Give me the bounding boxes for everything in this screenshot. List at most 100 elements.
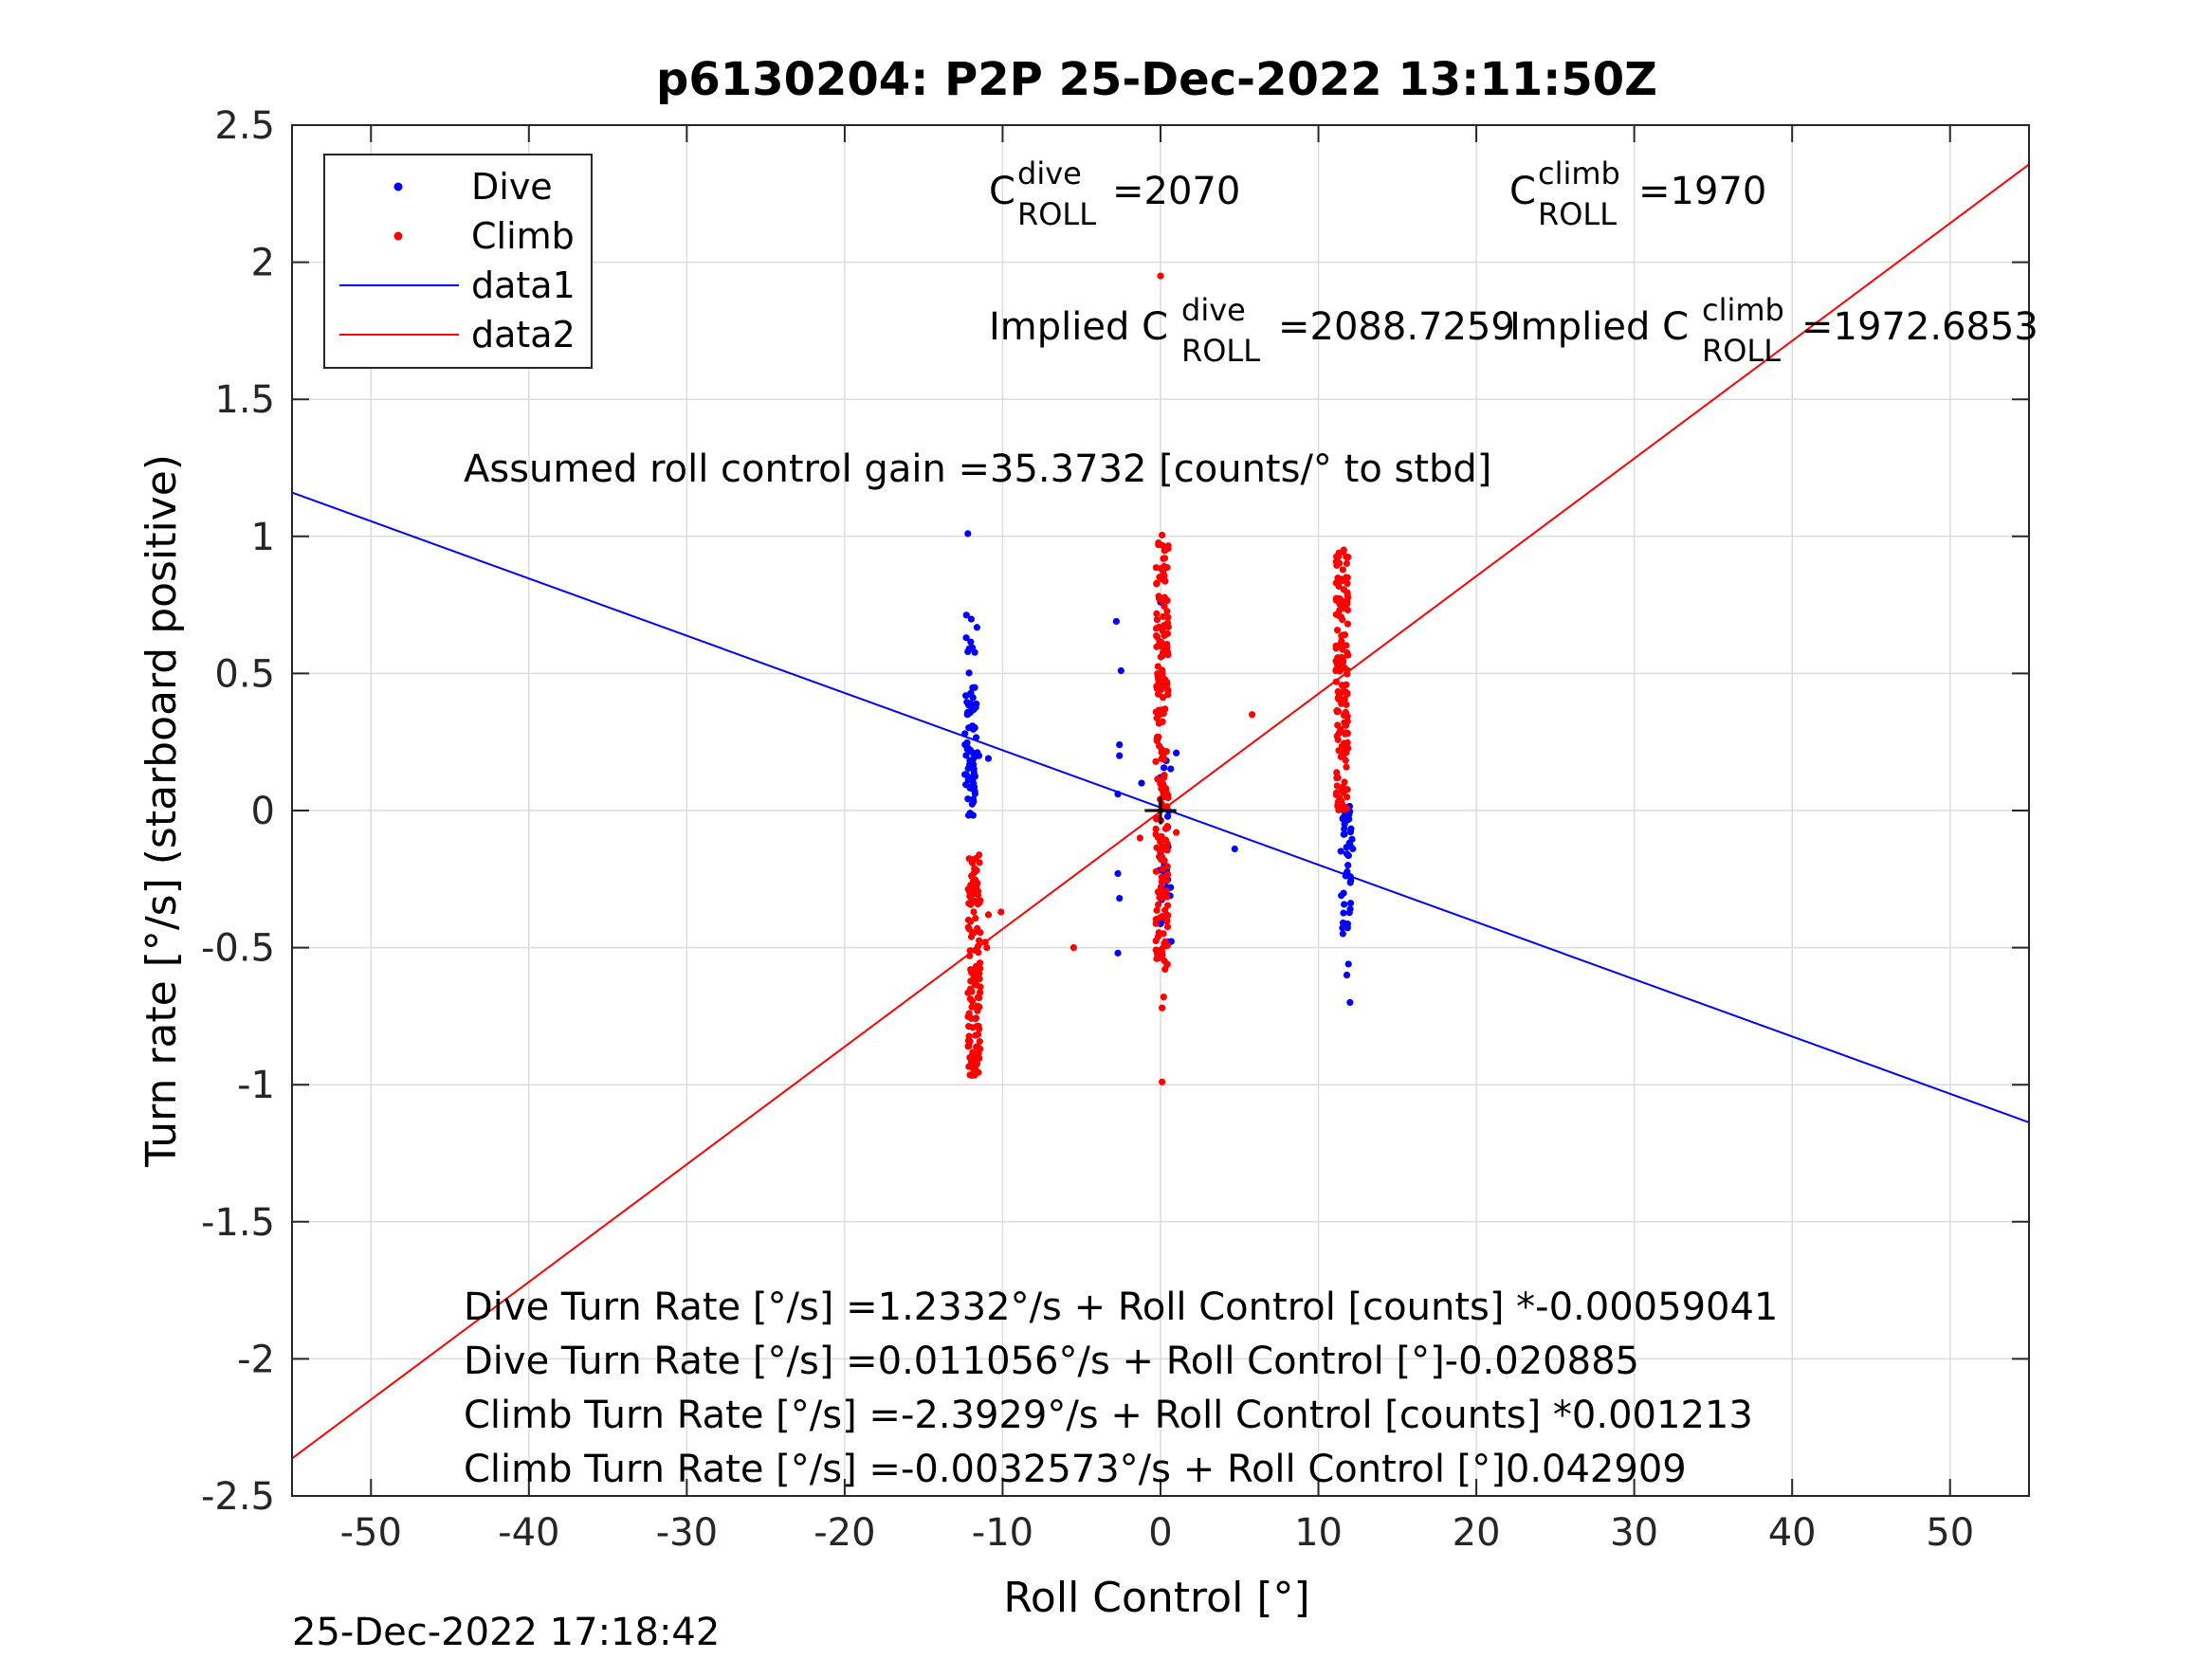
- climb-point: [1153, 714, 1161, 722]
- climb-point: [1155, 708, 1162, 716]
- climb-point: [1159, 1078, 1166, 1085]
- climb-point: [1159, 531, 1166, 539]
- dive-point: [1116, 752, 1124, 759]
- climb-point: [1163, 608, 1171, 615]
- equation-climb-counts: Climb Turn Rate [°/s] =-2.3929°/s + Roll…: [464, 1394, 1753, 1437]
- timestamp: 25-Dec-2022 17:18:42: [292, 1611, 720, 1654]
- climb-point: [1338, 682, 1346, 689]
- legend-marker-climb: [393, 231, 403, 241]
- climb-point: [1158, 745, 1165, 753]
- dive-point: [968, 644, 977, 651]
- climb-point: [1159, 952, 1166, 959]
- climb-point: [966, 947, 974, 955]
- y-tick-label: 1.5: [214, 378, 275, 422]
- climb-point: [1159, 865, 1166, 872]
- dive-point: [1339, 930, 1346, 938]
- climb-point: [1163, 922, 1172, 931]
- climb-point: [976, 989, 984, 996]
- climb-point: [972, 963, 979, 971]
- climb-point: [1164, 613, 1172, 621]
- legend-items: Dive Climb data1 data2: [339, 166, 576, 356]
- climb-point: [1163, 596, 1171, 605]
- dive-point: [1173, 749, 1180, 757]
- dive-point: [1161, 764, 1168, 772]
- climb-point: [1153, 643, 1161, 650]
- c-climb-sup: climb: [1538, 155, 1620, 191]
- equation-dive-counts: Dive Turn Rate [°/s] =1.2332°/s + Roll C…: [464, 1285, 1778, 1329]
- climb-point: [967, 933, 976, 940]
- climb-point: [1153, 615, 1161, 624]
- dive-point: [1343, 971, 1351, 979]
- dive-point: [1345, 839, 1353, 847]
- dive-point: [1344, 867, 1351, 876]
- climb-point: [1160, 994, 1167, 1001]
- y-tick-label: -0.5: [201, 927, 275, 971]
- climb-point: [1154, 663, 1161, 670]
- legend-box: [323, 154, 593, 369]
- climb-point: [976, 859, 983, 866]
- climb-point: [1164, 651, 1172, 659]
- c-dive-annotation: Cdive ROLL =2070: [989, 155, 1240, 232]
- dive-point: [964, 647, 972, 656]
- climb-point: [968, 856, 976, 864]
- climb-point: [1153, 906, 1161, 914]
- dive-point: [964, 811, 973, 819]
- climb-point: [1153, 579, 1161, 587]
- y-tick-label: -2: [237, 1338, 275, 1381]
- y-tick-label: -1.5: [201, 1201, 275, 1245]
- climb-point: [1154, 775, 1161, 783]
- climb-point: [973, 1022, 980, 1030]
- dive-point: [969, 749, 978, 757]
- climb-point: [1152, 625, 1161, 632]
- climb-point: [974, 924, 981, 932]
- c-climb-sub: ROLL: [1538, 196, 1617, 232]
- dive-point: [962, 692, 970, 700]
- x-tick-label: 0: [1148, 1511, 1172, 1555]
- climb-point: [964, 1012, 972, 1020]
- climb-point: [1161, 577, 1169, 585]
- equation-dive-degrees: Dive Turn Rate [°/s] =0.011056°/s + Roll…: [464, 1340, 1639, 1383]
- dive-point: [1341, 820, 1348, 828]
- climb-point: [1344, 690, 1351, 698]
- climb-point: [1333, 707, 1341, 715]
- climb-point: [1337, 688, 1344, 696]
- climb-point: [1157, 884, 1165, 891]
- climb-point: [969, 969, 977, 976]
- c-dive-sub: ROLL: [1017, 196, 1096, 232]
- climb-point: [1343, 559, 1351, 567]
- climb-point: [968, 872, 976, 880]
- climb-point: [1162, 887, 1170, 895]
- climb-point: [1344, 620, 1352, 628]
- climb-point: [1155, 720, 1162, 727]
- climb-point: [1343, 553, 1350, 560]
- dive-point: [965, 669, 973, 677]
- dive-point: [963, 738, 971, 747]
- dive-point: [1337, 848, 1344, 855]
- x-tick-labels: -50 -40 -30 -20 -10 0 10 20 30 40 50: [340, 1511, 1975, 1555]
- climb-point: [1161, 631, 1168, 640]
- climb-point: [1344, 596, 1351, 605]
- climb-point: [1163, 640, 1171, 648]
- climb-point: [1344, 591, 1351, 598]
- climb-point: [1069, 944, 1077, 952]
- dive-point: [969, 775, 977, 782]
- dive-point: [1341, 901, 1348, 908]
- dive-point: [984, 755, 993, 762]
- climb-point: [984, 911, 993, 919]
- climb-point: [1333, 782, 1341, 790]
- climb-point: [1153, 950, 1161, 957]
- dive-point: [967, 615, 975, 623]
- climb-point: [966, 952, 974, 959]
- dive-point: [1346, 998, 1354, 1007]
- x-tick-label: -50: [340, 1511, 402, 1555]
- climb-point: [1342, 721, 1350, 729]
- climb-point: [1160, 774, 1168, 782]
- climb-point: [967, 1057, 976, 1066]
- dive-point: [962, 781, 970, 789]
- climb-point: [1155, 677, 1162, 685]
- climb-point: [975, 949, 982, 957]
- implied-climb-value: =1972.6853: [1801, 305, 2038, 349]
- x-tick-label: 40: [1768, 1511, 1817, 1555]
- climb-point: [973, 883, 980, 891]
- climb-point: [966, 918, 975, 925]
